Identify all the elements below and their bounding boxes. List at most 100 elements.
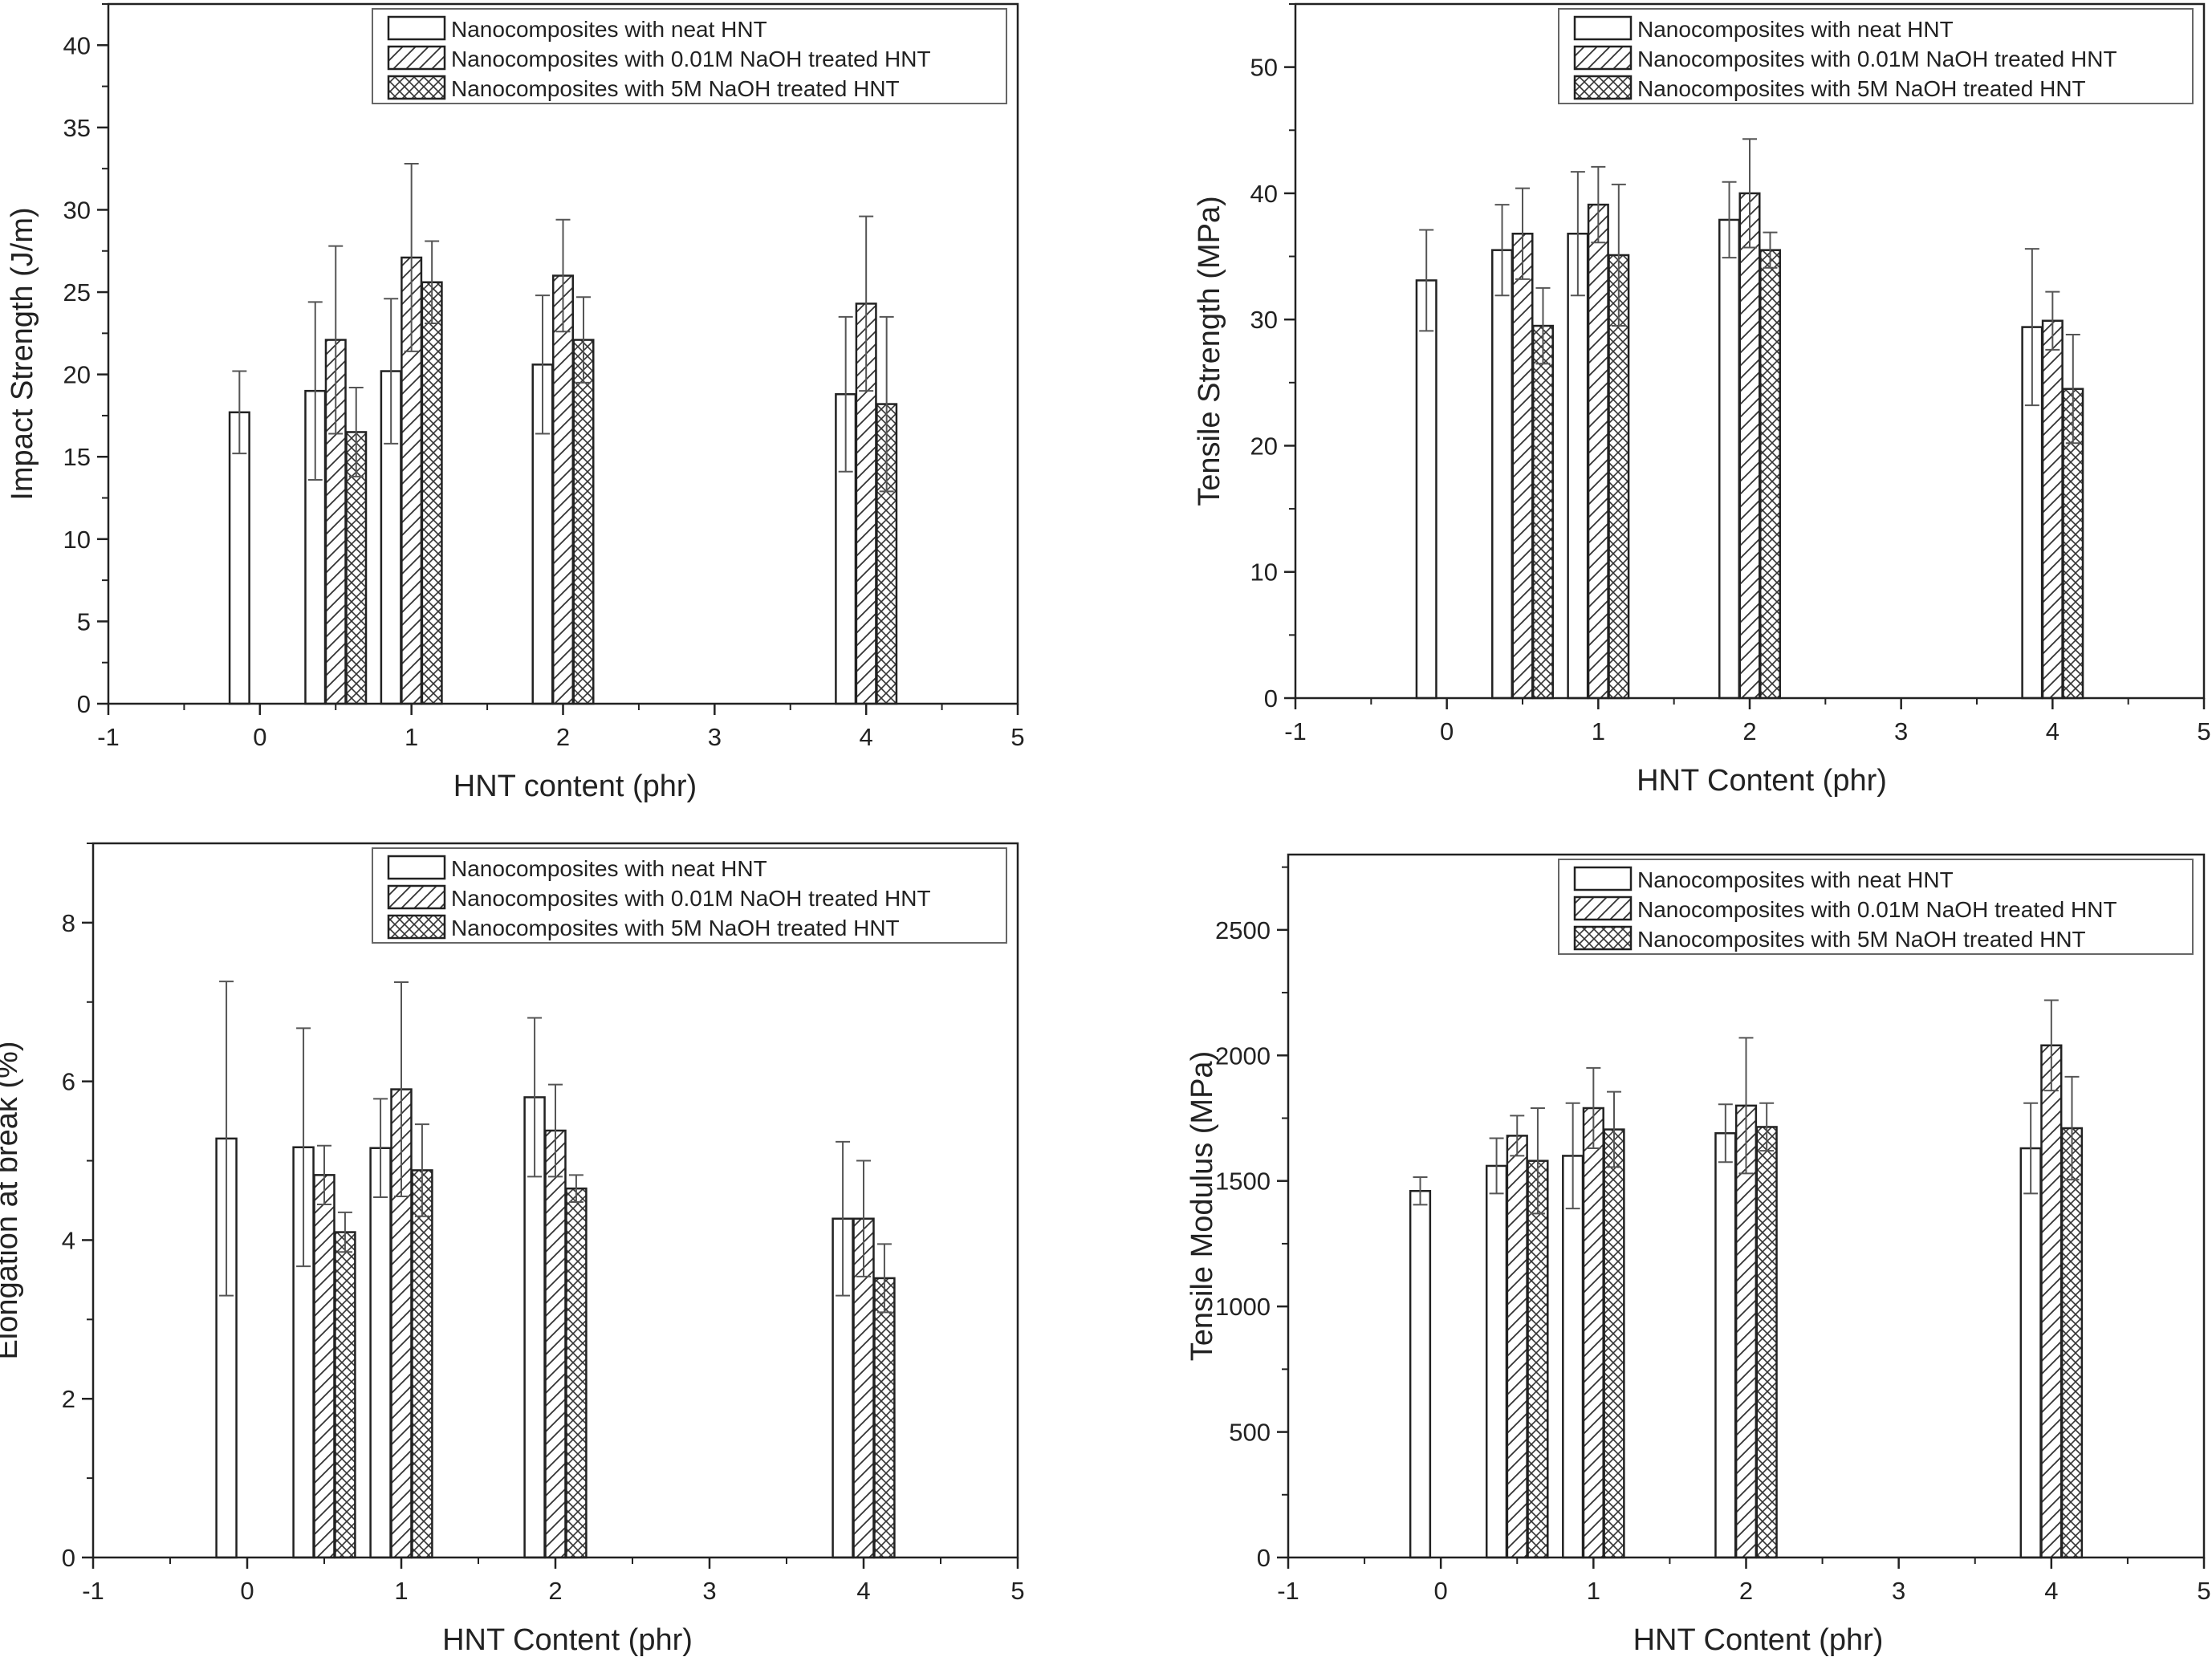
error-bar [555,218,571,333]
x-tick-label: 3 [702,1577,716,1605]
y-axis-label: Impact Strength (J/m) [6,207,39,500]
error-bar [414,1123,429,1217]
legend-swatch-none [387,855,446,880]
error-bar [1489,1137,1504,1195]
legend-swatch-hatch [387,45,446,71]
x-tick-label: -1 [97,723,120,751]
x-axis-label: HNT Content (phr) [1633,1623,1884,1657]
error-bar [1718,1103,1733,1164]
y-tick-label: 10 [63,526,91,554]
x-tick-label: 2 [1739,1577,1753,1605]
error-bar [1510,1115,1525,1157]
x-tick-label: 0 [240,1577,254,1605]
y-tick-label: 5 [77,607,91,636]
y-tick-label: 0 [1264,684,1278,713]
y-tick-label: 1500 [1215,1168,1271,1196]
legend-label: Nanocomposites with 0.01M NaOH treated H… [451,47,931,71]
y-tick-label: 0 [77,690,91,718]
bar [1531,324,1554,700]
y-tick-label: 30 [63,196,91,224]
error-bar [1570,171,1585,297]
legend-swatch-none [1573,15,1633,41]
legend-swatch-hatch [387,884,446,910]
bar [2040,1044,2063,1559]
y-tick-label: 0 [62,1544,75,1572]
x-tick-label: 4 [2046,717,2060,745]
bar [523,1096,546,1559]
x-tick-label: 1 [405,723,418,751]
error-bar [404,163,419,352]
error-bar [2043,999,2059,1092]
y-tick-label: 30 [1250,306,1278,334]
y-tick-label: 40 [63,31,91,59]
error-bar [1565,1102,1580,1210]
x-tick-label: 2 [1742,717,1756,745]
error-bar [1759,1102,1775,1152]
bar [334,1231,356,1559]
bar [1567,232,1589,700]
legend-label: Nanocomposites with neat HNT [451,17,767,42]
error-bar [838,315,853,473]
bar [369,1147,392,1559]
x-axis-label: HNT content (phr) [453,770,697,803]
y-tick-label: 15 [63,443,91,471]
error-bar [1722,181,1737,259]
error-bar [575,296,591,384]
bar [1527,1159,1549,1559]
y-tick-label: 2500 [1215,916,1271,944]
x-tick-label: 0 [253,723,266,751]
bar [1587,203,1609,700]
error-bar [337,1211,352,1253]
y-axis-label: Tensile Strength (MPa) [1193,196,1226,506]
x-tick-label: 2 [556,723,570,751]
bar [1714,1132,1737,1559]
x-tick-label: 1 [1592,717,1605,745]
bar [565,1187,588,1559]
error-bar [836,1140,851,1297]
x-tick-label: 4 [860,723,873,751]
legend-swatch-crosshatch [1573,75,1633,100]
error-bar [317,1144,331,1205]
error-bar [568,1174,583,1203]
legend-label: Nanocomposites with 5M NaOH treated HNT [1637,76,2086,101]
error-bar [1611,183,1626,327]
legend-label: Nanocomposites with neat HNT [451,856,767,881]
legend-box [1558,859,2194,955]
error-bar [2064,1075,2080,1181]
x-tick-label: -1 [1284,717,1307,745]
legend: Nanocomposites with neat HNT Nanocomposit… [1558,859,2194,955]
y-tick-label: 50 [1250,54,1278,82]
legend-swatch-none [387,15,446,41]
error-bar [876,1243,892,1314]
error-bar [527,1017,543,1178]
bar [421,281,443,705]
y-tick-label: 0 [1257,1544,1271,1572]
bar [1409,1189,1432,1559]
x-tick-label: 3 [1892,1577,1905,1605]
legend-label: Nanocomposites with 0.01M NaOH treated H… [1637,47,2117,71]
error-bar [307,301,323,481]
y-tick-label: 10 [1250,558,1278,587]
error-bar [2045,290,2060,351]
error-bar [394,981,409,1198]
error-bar [1535,286,1551,365]
error-bar [219,981,234,1297]
y-tick-label: 1000 [1215,1293,1271,1321]
legend-swatch-none [1573,866,1633,891]
x-tick-label: -1 [1277,1577,1299,1605]
legend-label: Nanocomposites with neat HNT [1637,17,1954,42]
bar [1511,232,1534,700]
bar [313,1174,335,1559]
legend-label: Nanocomposites with 5M NaOH treated HNT [1637,927,2086,952]
legend-swatch-hatch [1573,895,1633,921]
error-bar [2065,334,2080,445]
error-bar [1419,229,1434,332]
legend: Nanocomposites with neat HNT Nanocomposit… [372,8,1007,104]
bar [1485,1164,1508,1559]
x-tick-label: 0 [1434,1577,1448,1605]
error-bar [548,1083,563,1178]
error-bar [859,215,874,392]
